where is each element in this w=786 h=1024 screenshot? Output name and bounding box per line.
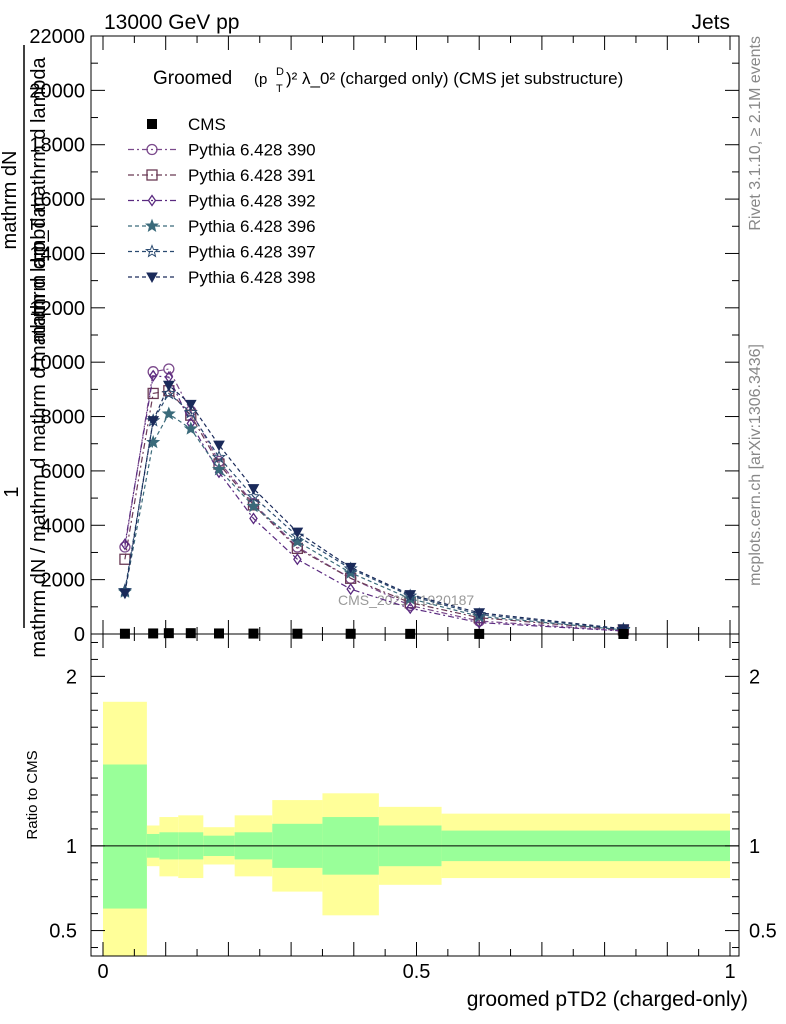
chart-title-formula: (p	[254, 71, 267, 88]
marker	[148, 369, 158, 382]
y-tick-label: 14000	[29, 243, 85, 265]
ratio-y-tick-label: 2	[66, 666, 77, 688]
header-left: 13000 GeV pp	[104, 11, 239, 34]
marker	[161, 406, 176, 420]
legend-label-3: Pythia 6.428 396	[188, 217, 316, 236]
legend-label-2: Pythia 6.428 392	[188, 192, 316, 211]
y-tick-label: 16000	[29, 189, 85, 211]
marker	[291, 527, 304, 539]
marker	[161, 386, 176, 400]
marker	[146, 169, 158, 181]
ratio-y-tick-label-right: 0.5	[749, 921, 777, 943]
marker	[212, 449, 226, 464]
ratio-y-ticks: 0.5 0.5 1 1 2 2	[49, 641, 777, 949]
marker	[293, 553, 302, 566]
chart-title-pre: Groomed	[153, 68, 232, 89]
chart-title-sub: T	[276, 83, 283, 95]
chart-title: Groomed (p D T )² λ_0² (charged only) (C…	[153, 66, 623, 95]
ratio-band-inner-0	[103, 764, 147, 909]
marker	[290, 528, 305, 543]
y-axis-label: 1 mathrm dN mathrm d p_T mathrm d lambda…	[0, 45, 50, 658]
marker	[249, 512, 258, 525]
x-tick-label: 1	[724, 961, 735, 983]
x-axis-label: groomed pTD2 (charged-only)	[467, 988, 748, 1011]
ratio-x-ticks: 0 0.5 1	[97, 634, 736, 983]
main-x-ticks	[102, 36, 731, 634]
marker	[120, 538, 130, 551]
series-line	[124, 392, 624, 630]
marker	[183, 405, 198, 419]
y-label-one: 1	[1, 486, 23, 497]
y-tick-label: 22000	[29, 26, 85, 48]
marker	[247, 484, 260, 495]
y-tick-label: 18000	[29, 135, 85, 157]
side-label-top: Rivet 3.1.10, ≥ 2.1M events	[747, 36, 764, 231]
marker	[146, 272, 158, 284]
cms-point	[148, 628, 159, 639]
y-tick-label: 2000	[41, 570, 86, 592]
ratio-y-tick-label: 1	[66, 836, 77, 858]
chart-title-sup: D	[276, 66, 284, 78]
y-tick-label: 8000	[41, 407, 86, 429]
legend-marker-cms	[147, 119, 157, 129]
y-tick-label: 6000	[41, 461, 86, 483]
x-tick-label: 0.5	[403, 961, 431, 983]
legend-label-cms: CMS	[188, 115, 226, 134]
marker	[184, 399, 197, 411]
y-tick-label: 20000	[29, 80, 85, 102]
legend-label-5: Pythia 6.428 398	[188, 268, 316, 287]
y-label-denominator: mathrm dN / mathrm d mathrm d mathrm d l…	[28, 206, 50, 658]
marker	[290, 534, 305, 548]
marker	[405, 602, 415, 615]
marker	[145, 244, 159, 258]
marker	[473, 608, 486, 619]
marker	[183, 421, 198, 435]
y-label-bottom: mathrm d p_T mathrm d lambda	[28, 56, 50, 342]
marker	[147, 416, 160, 427]
ratio-y-tick-label-right: 1	[749, 836, 760, 858]
cms-point	[185, 628, 196, 639]
marker	[404, 590, 417, 601]
marker	[146, 435, 161, 449]
main-y-ticks: 0 2000 4000 6000 8000 10000 12000 14000 16000 180…	[29, 26, 739, 646]
marker	[147, 194, 157, 207]
ratio-y-tick-label-right: 2	[749, 666, 760, 688]
marker	[212, 462, 226, 476]
marker	[119, 588, 131, 600]
ratio-frame	[90, 633, 740, 957]
legend-label-0: Pythia 6.428 390	[188, 141, 316, 160]
y-tick-label: 12000	[29, 298, 85, 320]
marker	[145, 218, 159, 233]
y-label-top: mathrm dN	[0, 151, 21, 250]
y-tick-label: 10000	[29, 352, 85, 374]
y-tick-label: 0	[74, 624, 85, 646]
series-line	[124, 384, 624, 630]
marker	[344, 562, 357, 574]
header-right: Jets	[691, 11, 730, 34]
y-tick-label: 4000	[41, 515, 86, 537]
marker	[346, 583, 355, 596]
cms-point	[213, 628, 224, 639]
series-line	[124, 375, 624, 632]
marker	[147, 387, 159, 400]
chart-title-post: )² λ_0² (charged only) (CMS jet substruc…	[286, 69, 623, 88]
legend: CMS Pythia 6.428 390 Pythia 6.428 391 Pythi…	[128, 115, 316, 287]
x-tick-label: 0	[97, 961, 108, 983]
marker	[213, 440, 225, 452]
marker	[146, 143, 158, 156]
marker	[163, 363, 175, 375]
legend-label-1: Pythia 6.428 391	[188, 166, 316, 185]
series-5	[119, 380, 630, 635]
legend-label-4: Pythia 6.428 397	[188, 243, 316, 262]
marker	[246, 498, 261, 513]
cms-point	[163, 628, 174, 639]
ratio-bands	[103, 701, 730, 956]
ratio-y-tick-label: 0.5	[49, 921, 77, 943]
marker	[246, 489, 261, 503]
marker	[162, 380, 175, 392]
ratio-y-label: Ratio to CMS	[24, 750, 41, 839]
side-label-bottom: mcplots.cern.ch [arXiv:1306.3436]	[747, 344, 764, 586]
